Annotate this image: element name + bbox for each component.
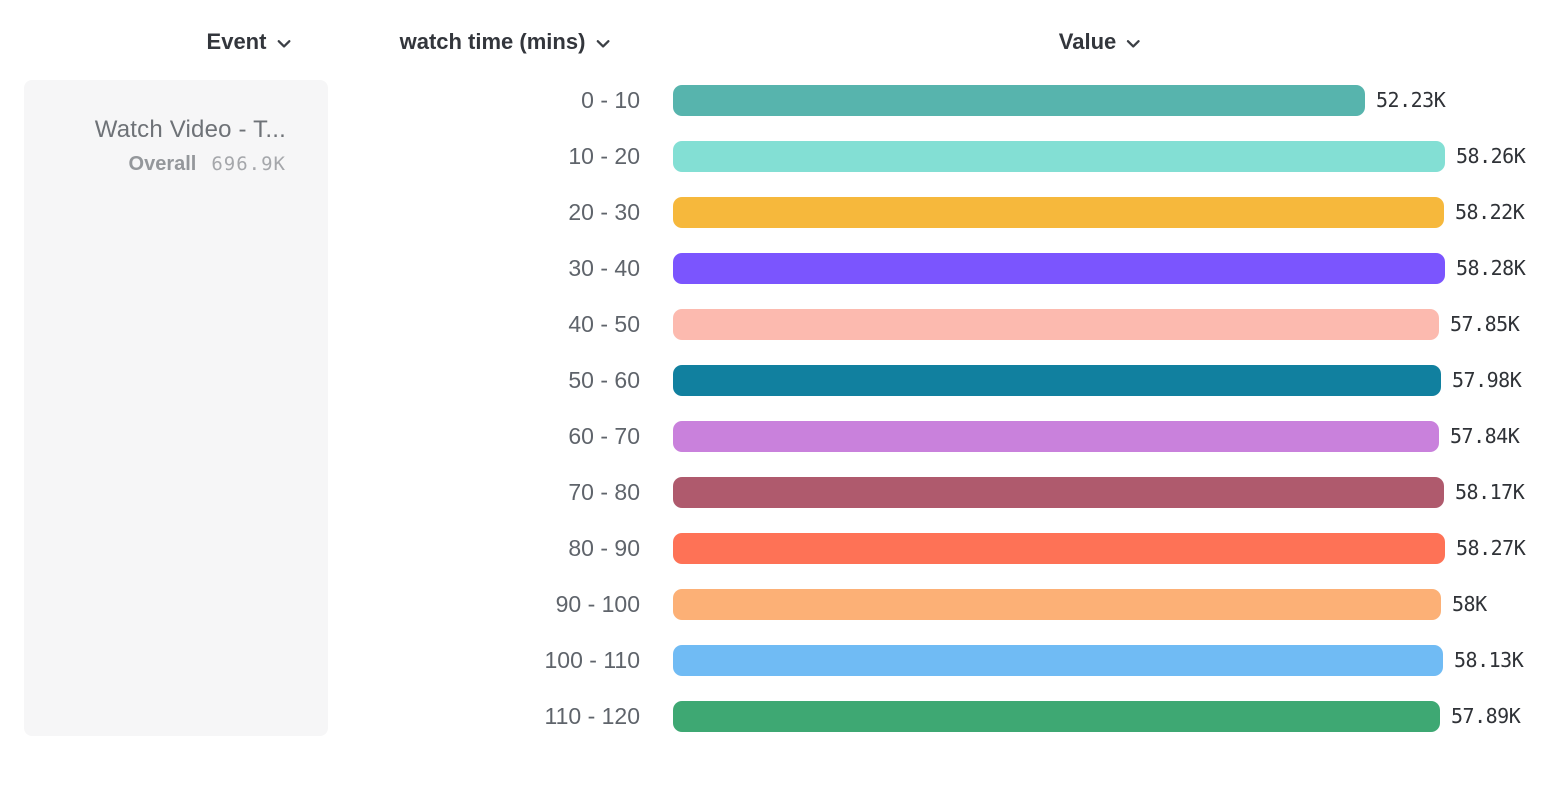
chart-row: 110 - 120 57.89K (0, 688, 1568, 744)
bar[interactable] (673, 84, 1365, 116)
bar[interactable] (673, 532, 1445, 564)
chart-row: 70 - 80 58.17K (0, 464, 1568, 520)
bar[interactable] (673, 252, 1445, 284)
bar[interactable] (673, 420, 1439, 452)
chart-row: 100 - 110 58.13K (0, 632, 1568, 688)
chart-row: 10 - 20 58.26K (0, 128, 1568, 184)
bar-value-label: 58.27K (1456, 536, 1526, 560)
event-overall-row: Overall 696.9K (95, 153, 286, 176)
column-header-value-label: Value (1058, 29, 1117, 54)
chart-row: 80 - 90 58.27K (0, 520, 1568, 576)
overall-value: 696.9K (211, 153, 286, 175)
chart-row: 20 - 30 58.22K (0, 184, 1568, 240)
chart-rows: 0 - 10 52.23K 10 - 20 58.26K 20 - 30 58.… (0, 72, 1568, 744)
bar-value-label: 58.28K (1456, 256, 1526, 280)
column-header-watch-time[interactable]: watch time (mins) (400, 28, 611, 56)
bar[interactable] (673, 700, 1440, 732)
bar[interactable] (673, 308, 1439, 340)
bar-value-label: 57.98K (1452, 368, 1522, 392)
bucket-label: 110 - 120 (544, 702, 640, 729)
column-header-event-label: Event (206, 29, 267, 54)
chevron-down-icon (276, 39, 291, 49)
bar-value-label: 58.26K (1456, 144, 1526, 168)
event-title: Watch Video - T... (94, 116, 286, 143)
bucket-label: 100 - 110 (544, 646, 640, 673)
chart-row: 40 - 50 57.85K (0, 296, 1568, 352)
bucket-label: 0 - 10 (581, 86, 640, 113)
bar[interactable] (673, 644, 1443, 676)
bar[interactable] (673, 364, 1441, 396)
bar-value-label: 57.89K (1451, 704, 1521, 728)
column-header-value[interactable]: Value (1059, 28, 1141, 56)
bar-value-label: 58.13K (1454, 648, 1524, 672)
chevron-down-icon (1126, 39, 1141, 49)
chart-row: 90 - 100 58K (0, 576, 1568, 632)
bucket-label: 50 - 60 (568, 366, 640, 393)
bar[interactable] (673, 588, 1441, 620)
bucket-label: 40 - 50 (568, 310, 640, 337)
bar[interactable] (673, 196, 1444, 228)
bucket-label: 60 - 70 (568, 422, 640, 449)
column-header-watch-time-label: watch time (mins) (399, 29, 586, 54)
bar-value-label: 57.84K (1450, 424, 1520, 448)
bar-value-label: 58K (1452, 592, 1487, 616)
chart-row: 60 - 70 57.84K (0, 408, 1568, 464)
overall-label: Overall (128, 153, 197, 175)
chart-row: 0 - 10 52.23K (0, 72, 1568, 128)
chart-row: 50 - 60 57.98K (0, 352, 1568, 408)
bar-value-label: 57.85K (1450, 312, 1520, 336)
bucket-label: 70 - 80 (568, 478, 640, 505)
bucket-label: 10 - 20 (568, 142, 640, 169)
bucket-label: 20 - 30 (568, 198, 640, 225)
bucket-label: 80 - 90 (568, 534, 640, 561)
event-card[interactable]: Watch Video - T... Overall 696.9K (24, 80, 328, 736)
event-card-text: Watch Video - T... Overall 696.9K (95, 116, 286, 176)
bar-value-label: 58.22K (1455, 200, 1525, 224)
bar-value-label: 58.17K (1455, 480, 1525, 504)
chevron-down-icon (595, 39, 610, 49)
chart-row: 30 - 40 58.28K (0, 240, 1568, 296)
bar[interactable] (673, 140, 1445, 172)
bucket-label: 90 - 100 (555, 590, 640, 617)
bar[interactable] (673, 476, 1444, 508)
column-header-event[interactable]: Event (207, 28, 292, 56)
bar-value-label: 52.23K (1376, 88, 1446, 112)
bucket-label: 30 - 40 (568, 254, 640, 281)
